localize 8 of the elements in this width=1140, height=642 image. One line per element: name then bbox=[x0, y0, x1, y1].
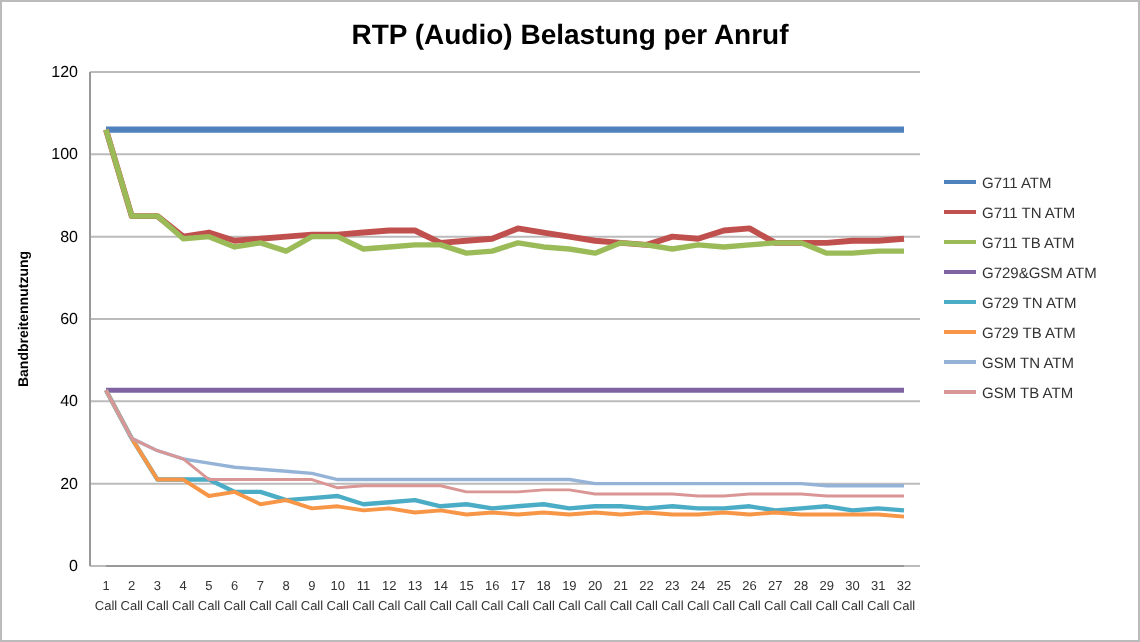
y-tick-label: 0 bbox=[69, 557, 80, 576]
y-tick-label: 80 bbox=[60, 227, 80, 246]
y-tick-label: 120 bbox=[51, 63, 80, 82]
y-tick-label: 100 bbox=[51, 145, 80, 164]
y-tick-label: 60 bbox=[60, 310, 80, 329]
chart-title: RTP (Audio) Belastung per Anruf bbox=[351, 18, 790, 50]
y-tick-label: 20 bbox=[60, 474, 80, 493]
y-tick-label: 40 bbox=[60, 392, 80, 411]
